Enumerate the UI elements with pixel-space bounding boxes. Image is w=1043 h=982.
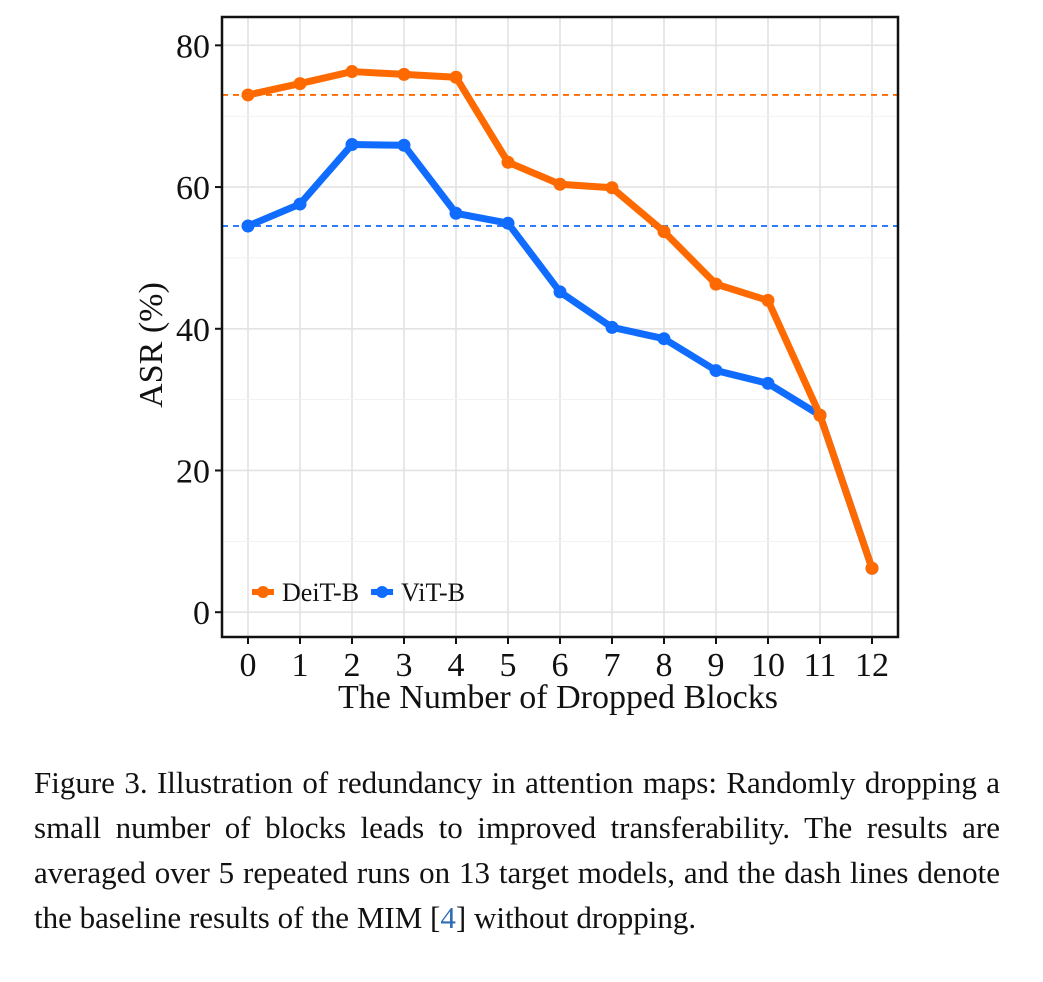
data-point: [709, 364, 723, 378]
legend: DeiT-B ViT-B: [252, 578, 465, 607]
data-point: [397, 67, 411, 81]
data-point: [293, 197, 307, 211]
y-tick-label: 20: [176, 453, 210, 490]
x-tick-label: 10: [751, 647, 785, 684]
y-tick-label: 60: [176, 170, 210, 207]
grid-lines: [222, 17, 898, 637]
x-tick-label: 5: [500, 647, 517, 684]
x-tick-label: 3: [396, 647, 413, 684]
caption-text: Figure 3. Illustration of redundancy in …: [34, 765, 1000, 935]
data-series: [241, 65, 879, 575]
x-tick-label: 2: [344, 647, 361, 684]
caption-text-end: without dropping.: [466, 900, 697, 935]
data-point: [501, 155, 515, 169]
data-point: [553, 177, 567, 191]
legend-marker: [376, 586, 389, 598]
x-tick-label: 12: [855, 647, 889, 684]
figure-caption: Figure 3. Illustration of redundancy in …: [34, 760, 1000, 940]
data-point: [449, 70, 463, 84]
x-tick-label: 7: [604, 647, 621, 684]
data-point: [293, 77, 307, 91]
data-point: [709, 277, 723, 291]
y-axis-label: ASR (%): [133, 282, 170, 408]
data-point: [605, 320, 619, 334]
data-point: [241, 88, 255, 102]
y-tick-label: 40: [176, 312, 210, 349]
data-point: [449, 206, 463, 220]
data-point: [657, 332, 671, 346]
data-point: [761, 376, 775, 390]
caption-ref-open: [: [430, 900, 441, 935]
legend-label: DeiT-B: [282, 578, 359, 607]
x-tick-label: 6: [552, 647, 569, 684]
legend-marker: [257, 586, 269, 598]
data-point: [657, 225, 671, 239]
data-point: [345, 138, 359, 152]
data-point: [865, 561, 879, 575]
x-tick-label: 8: [656, 647, 673, 684]
data-point: [813, 408, 827, 422]
data-point: [397, 138, 411, 152]
y-tick-label: 80: [176, 28, 210, 65]
x-tick-label: 11: [804, 647, 837, 684]
data-point: [553, 285, 567, 299]
citation-link[interactable]: 4: [440, 900, 456, 935]
data-point: [761, 293, 775, 307]
y-tick-label: 0: [193, 595, 210, 632]
x-axis-label: The Number of Dropped Blocks: [338, 679, 778, 716]
x-tick-label: 4: [448, 647, 465, 684]
data-point: [605, 181, 619, 195]
baseline-lines: [222, 94, 898, 227]
legend-label: ViT-B: [401, 578, 465, 607]
data-point: [345, 65, 359, 79]
x-tick-label: 1: [292, 647, 309, 684]
x-tick-label: 9: [708, 647, 725, 684]
x-tick-label: 0: [240, 647, 257, 684]
data-point: [241, 219, 255, 233]
caption-ref-close: ]: [455, 900, 467, 935]
data-point: [501, 216, 515, 230]
